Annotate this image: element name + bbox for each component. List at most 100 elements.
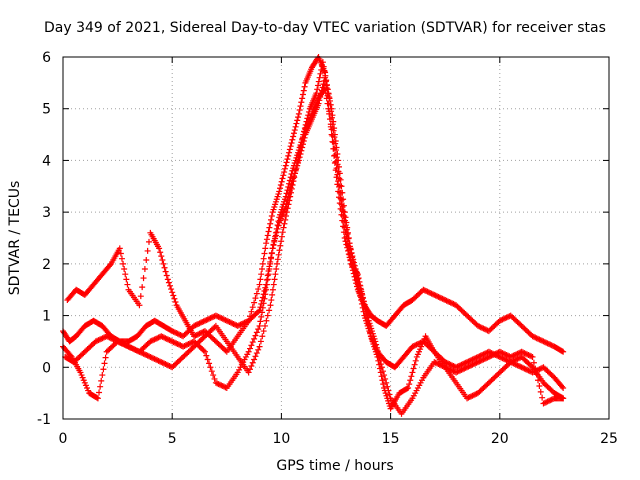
data-point xyxy=(171,295,178,302)
data-point xyxy=(275,222,282,229)
data-point xyxy=(287,143,294,150)
data-point xyxy=(107,335,114,342)
data-point xyxy=(170,328,177,335)
data-point xyxy=(259,333,266,340)
data-point xyxy=(351,259,358,266)
data-point xyxy=(299,91,306,98)
data-point xyxy=(513,356,520,363)
data-point xyxy=(136,348,143,355)
data-point xyxy=(161,264,168,271)
data-point xyxy=(559,383,566,390)
data-point xyxy=(333,174,340,181)
data-point xyxy=(446,361,453,368)
data-point xyxy=(170,339,177,346)
data-point xyxy=(412,342,419,349)
data-point xyxy=(373,344,380,351)
data-point xyxy=(409,369,416,376)
data-point xyxy=(257,338,264,345)
data-point xyxy=(480,325,487,332)
data-point xyxy=(464,364,471,371)
data-point xyxy=(510,352,517,359)
data-point xyxy=(511,357,518,364)
data-point xyxy=(327,101,334,108)
data-point xyxy=(350,256,357,263)
data-point xyxy=(274,225,281,232)
data-point xyxy=(342,217,349,224)
data-point xyxy=(299,95,306,102)
data-point xyxy=(143,256,150,263)
data-point xyxy=(537,388,544,395)
data-point xyxy=(496,348,503,355)
data-point xyxy=(499,350,506,357)
data-point xyxy=(115,339,122,346)
data-point xyxy=(262,322,269,329)
data-point xyxy=(334,181,341,188)
data-point xyxy=(469,392,476,399)
data-point xyxy=(345,247,352,254)
data-point xyxy=(159,333,166,340)
data-point xyxy=(200,347,207,354)
data-point xyxy=(211,375,218,382)
data-point xyxy=(421,287,428,294)
data-point xyxy=(97,383,104,390)
data-point xyxy=(444,360,451,367)
data-point xyxy=(143,352,150,359)
data-point xyxy=(298,99,305,106)
data-point xyxy=(506,313,513,320)
data-point xyxy=(287,189,294,196)
data-point xyxy=(234,322,241,329)
data-point xyxy=(520,349,527,356)
data-point xyxy=(545,341,552,348)
data-point xyxy=(102,354,109,361)
data-point xyxy=(100,334,107,341)
data-point xyxy=(193,331,200,338)
data-point xyxy=(280,172,287,179)
data-point xyxy=(500,350,507,357)
data-point xyxy=(443,297,450,304)
data-point xyxy=(454,363,461,370)
data-point xyxy=(128,344,135,351)
data-point xyxy=(496,353,503,360)
data-point xyxy=(169,289,176,296)
data-point xyxy=(352,266,359,273)
data-point xyxy=(329,121,336,128)
x-tick-label: 25 xyxy=(600,431,618,447)
data-point xyxy=(315,100,322,107)
data-point xyxy=(227,319,234,326)
data-point xyxy=(335,188,342,195)
series-track-b xyxy=(62,74,567,391)
data-point xyxy=(284,156,291,163)
data-point xyxy=(156,358,163,365)
data-point xyxy=(499,316,506,323)
data-point xyxy=(336,175,343,182)
data-point xyxy=(514,350,521,357)
data-point xyxy=(341,235,348,241)
data-point xyxy=(137,349,144,356)
data-point xyxy=(201,317,208,324)
data-point xyxy=(218,315,225,322)
data-point xyxy=(444,365,451,372)
data-point xyxy=(129,345,136,352)
data-point xyxy=(285,201,292,208)
data-point xyxy=(204,316,211,323)
data-point xyxy=(328,108,335,115)
data-point xyxy=(410,365,417,372)
x-tick-labels: 0 5 10 15 20 25 xyxy=(59,431,618,447)
data-point xyxy=(500,315,507,322)
data-point xyxy=(270,281,277,288)
data-point xyxy=(439,295,446,302)
data-point xyxy=(169,338,176,345)
data-point xyxy=(354,272,361,279)
data-point xyxy=(257,318,264,325)
data-point xyxy=(193,321,200,328)
data-point xyxy=(457,367,464,374)
data-point xyxy=(284,205,291,212)
data-point xyxy=(331,134,338,141)
data-point xyxy=(317,70,324,77)
data-point xyxy=(532,365,539,372)
data-point xyxy=(133,347,140,354)
plot-frame xyxy=(62,56,610,420)
data-point xyxy=(267,220,274,227)
data-point xyxy=(498,317,505,324)
data-point xyxy=(344,244,351,251)
